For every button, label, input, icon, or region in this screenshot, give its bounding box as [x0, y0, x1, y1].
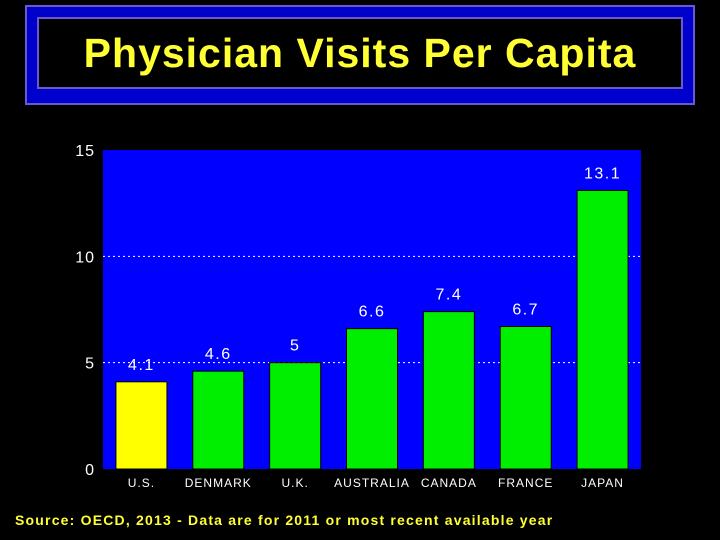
category-label: DENMARK	[185, 476, 252, 490]
source-note: Source: OECD, 2013 - Data are for 2011 o…	[15, 512, 554, 528]
title-banner: Physician Visits Per Capita	[25, 5, 695, 105]
y-tick-label: 10	[75, 249, 95, 266]
value-label: 13.1	[584, 165, 621, 182]
chart-title: Physician Visits Per Capita	[83, 29, 637, 76]
title-inner-frame: Physician Visits Per Capita	[37, 17, 683, 89]
bar	[346, 328, 398, 470]
category-label: AUSTRALIA	[334, 476, 410, 490]
value-label: 7.4	[435, 287, 462, 304]
y-tick-label: 15	[75, 143, 95, 160]
bar	[422, 311, 475, 470]
value-label: 4.6	[205, 346, 232, 363]
value-label: 6.7	[512, 302, 539, 319]
y-tick-label: 5	[85, 356, 95, 373]
category-label: FRANCE	[498, 476, 553, 490]
bar	[192, 370, 245, 470]
category-label: U.K.	[281, 476, 308, 490]
category-label: CANADA	[421, 476, 477, 490]
category-label: JAPAN	[581, 476, 624, 490]
value-label: 4.1	[128, 357, 155, 374]
value-label: 6.6	[359, 304, 386, 321]
bar	[499, 326, 552, 470]
bar	[115, 381, 168, 470]
category-label: U.S.	[128, 476, 155, 490]
value-label: 5	[290, 338, 300, 355]
bar	[269, 362, 322, 470]
y-tick-label: 0	[85, 462, 95, 479]
bar	[576, 189, 629, 470]
